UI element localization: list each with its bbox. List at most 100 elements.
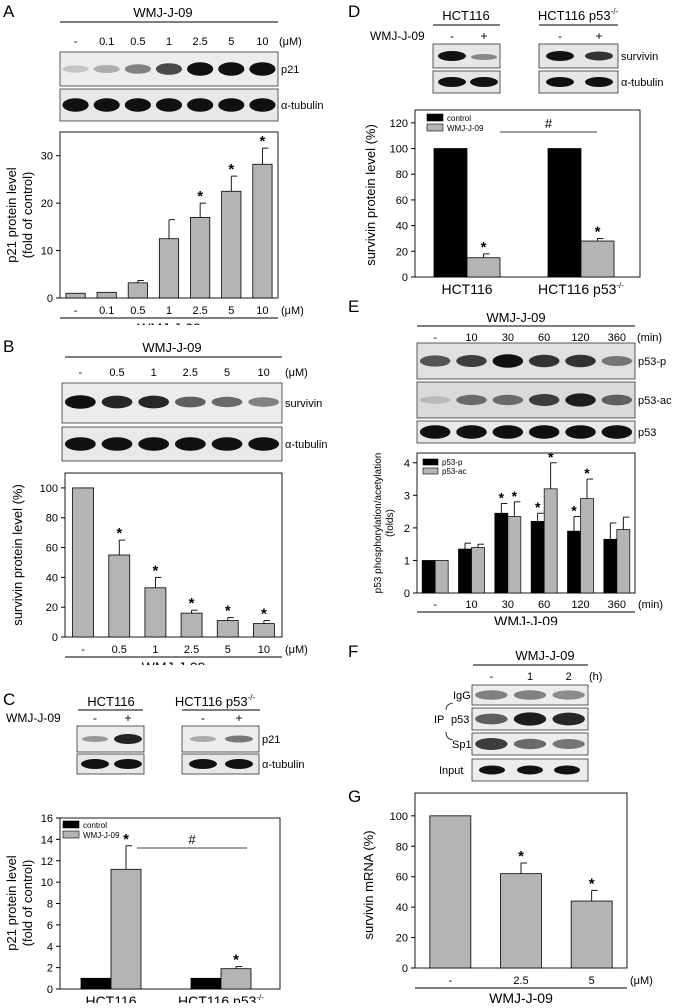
panel-f-label-sp1: Sp1: [452, 739, 472, 751]
panel-a-band-tub-5: [218, 98, 245, 112]
panel-a-chart: 0 10 20 30 * * * - 0.1 0.5 1 2.5 5 10 (μM) WMJ-J-09 p21 …: [4, 131, 304, 336]
panel-c-pm-minus-wt: -: [93, 711, 97, 725]
panel-a-band-tub-3: [155, 98, 183, 112]
panel-a-lane-6: 10: [256, 36, 268, 48]
panel-c-ytick-label-6: 12: [41, 856, 53, 868]
panel-b-blot-label-tubulin: α-tubulin: [285, 439, 327, 451]
panel-d-pm-minus-wt: -: [450, 29, 454, 43]
panel-e-band-p53-4: [565, 425, 596, 439]
panel-b-bar-3: [180, 612, 203, 638]
panel-a-band-tub-1: [93, 98, 120, 112]
panel-g-xtick-0: -: [448, 975, 452, 987]
panel-d-ytick-label-2: 40: [396, 221, 408, 233]
panel-c-bar-0-0: [80, 977, 112, 990]
panel-f-label: F: [348, 642, 358, 661]
panel-d-cell-ko: HCT116 p53-/-: [538, 7, 619, 23]
panel-a-ytick-label-2: 20: [41, 198, 53, 210]
panel-d-ytick-label-6: 120: [390, 118, 408, 130]
panel-e-band-p53ac-0: [419, 396, 451, 404]
panel-g-bar-2: [570, 900, 613, 969]
panel-g-star-2: *: [589, 875, 595, 892]
panel-d-figure: D HCT116 HCT116 p53-/- WMJ-J-09 - + - + …: [348, 2, 663, 297]
panel-e-star-4-1: *: [584, 465, 590, 481]
panel-a-lane-3: 1: [166, 36, 172, 48]
panel-d-ytick-label-0: 0: [402, 272, 408, 284]
panel-b-ytick-label-3: 60: [46, 543, 58, 555]
panel-c-cell-wt: HCT116: [87, 694, 134, 709]
panel-f-lane-labels: - 1 2: [489, 671, 571, 683]
panel-f-label-igg: IgG: [453, 690, 471, 702]
panel-d-group-label-1: HCT116 p53-/-: [538, 281, 624, 297]
panel-b-xtick-3: 2.5: [184, 644, 199, 656]
panel-g-bar-0: [429, 815, 472, 969]
panel-e-chart: 0 1 2 3 4 - 10 * * 30 * * 60 * * 120 360 (min) WMJ-J-09 p53…: [373, 449, 663, 629]
panel-g-xtick-2: 5: [589, 975, 595, 987]
panel-a-unit: (μM): [281, 305, 304, 317]
panel-a-band-tub-4: [187, 98, 214, 112]
panel-c-blot-tub-wt: [76, 753, 145, 775]
panel-e-lane-labels: - 10 30 60 120 360: [433, 332, 626, 344]
panel-c-figure: C HCT116 HCT116 p53-/- WMJ-J-09 - + - + …: [3, 690, 304, 1008]
panel-c-ytick-label-0: 0: [47, 984, 53, 996]
panel-e-bar-1-1: [471, 547, 485, 594]
panel-a-lane-0: -: [74, 36, 78, 48]
panel-b-xlabel: WMJ-J-09: [142, 659, 206, 665]
panel-d-ytick-label-4: 80: [396, 169, 408, 181]
panel-a-xtick-6: 10: [256, 305, 268, 317]
panel-d-blot-label-survivin: survivin: [621, 51, 658, 63]
panel-e-band-p53p-4: [565, 354, 596, 368]
panel-b-band-surv-5: [248, 397, 280, 407]
panel-c-hash: #: [188, 832, 196, 847]
panel-e-blot-label-p53ac: p53-ac: [638, 395, 672, 407]
panel-e-xtick-3: 60: [538, 599, 550, 611]
panel-e-frame: [416, 452, 636, 594]
panel-a-ylabel2: (fold of control): [20, 172, 35, 259]
panel-c-pm-plus-ko: +: [235, 711, 242, 725]
panel-e-star-2-1: *: [512, 488, 518, 504]
panel-b-lane-1: 0.5: [109, 367, 124, 379]
panel-c-ytick-label-7: 14: [41, 834, 53, 846]
panel-c-band-tub-1: [81, 759, 109, 769]
panel-c-group-label-0: HCT116: [85, 993, 136, 1003]
panel-b-band-surv-0: [64, 395, 96, 409]
panel-g-ytick-label-5: 100: [390, 811, 408, 823]
panel-d-blot-tub-wt: [432, 70, 501, 94]
panel-e-bar-4-0: [567, 530, 581, 594]
panel-c-legend-label-1: WMJ-J-09: [83, 831, 120, 840]
panel-c-bar-0-1: [110, 868, 142, 990]
panel-c-drug-label: WMJ-J-09: [6, 711, 61, 725]
panel-e-band-p53p-0: [419, 355, 451, 367]
panel-e-unit-x: (min): [638, 599, 663, 611]
panel-b-band-tub-0: [64, 437, 96, 451]
panel-c-ylabel: p21 protein level: [4, 855, 19, 951]
panel-e-drug-label: WMJ-J-09: [486, 310, 545, 325]
panel-e-label: E: [348, 297, 359, 316]
panel-b-blot-label-survivin: survivin: [285, 398, 322, 410]
panel-e-bar-2-1: [507, 516, 522, 594]
panel-b-band-surv-3: [174, 396, 206, 408]
panel-c-ytick-label-8: 16: [41, 813, 53, 825]
panel-e-band-p53ac-2: [492, 394, 524, 406]
panel-c-ytick-label-2: 4: [47, 941, 53, 953]
panel-d-ytick-label-5: 100: [390, 144, 408, 156]
panel-e-bar-0-1: [434, 560, 449, 594]
panel-f-input: Input: [345, 757, 685, 785]
panel-f-figure: F WMJ-J-09 - 1 2 (h) IgG IP p53 Sp1: [348, 642, 602, 756]
panel-e-band-p53-2: [492, 425, 524, 439]
panel-b-star-3: *: [189, 595, 195, 612]
panel-f-band-p53-2: [552, 712, 585, 726]
panel-a-star-4: *: [197, 188, 203, 205]
panel-b-band-surv-1: [101, 395, 133, 409]
panel-e-lane-5: 360: [608, 332, 626, 344]
panel-d-group-label-0: HCT116: [441, 281, 492, 297]
panel-c-bar-1-1: [220, 968, 252, 990]
panel-a-ylabel: p21 protein level: [4, 167, 19, 263]
panel-c: C HCT116 HCT116 p53-/- WMJ-J-09 - + - + …: [0, 688, 340, 1008]
panel-d-ytick-label-1: 20: [396, 246, 408, 258]
panel-a-band-p21-2: [124, 64, 151, 74]
panel-d-legend-label-0: control: [447, 114, 471, 123]
panel-c-band-p21-wt-ctrl: [82, 736, 108, 742]
panel-d: D HCT116 HCT116 p53-/- WMJ-J-09 - + - + …: [345, 0, 685, 300]
panel-b-star-4: *: [225, 603, 231, 620]
panel-a-band-tub-6: [249, 98, 276, 112]
